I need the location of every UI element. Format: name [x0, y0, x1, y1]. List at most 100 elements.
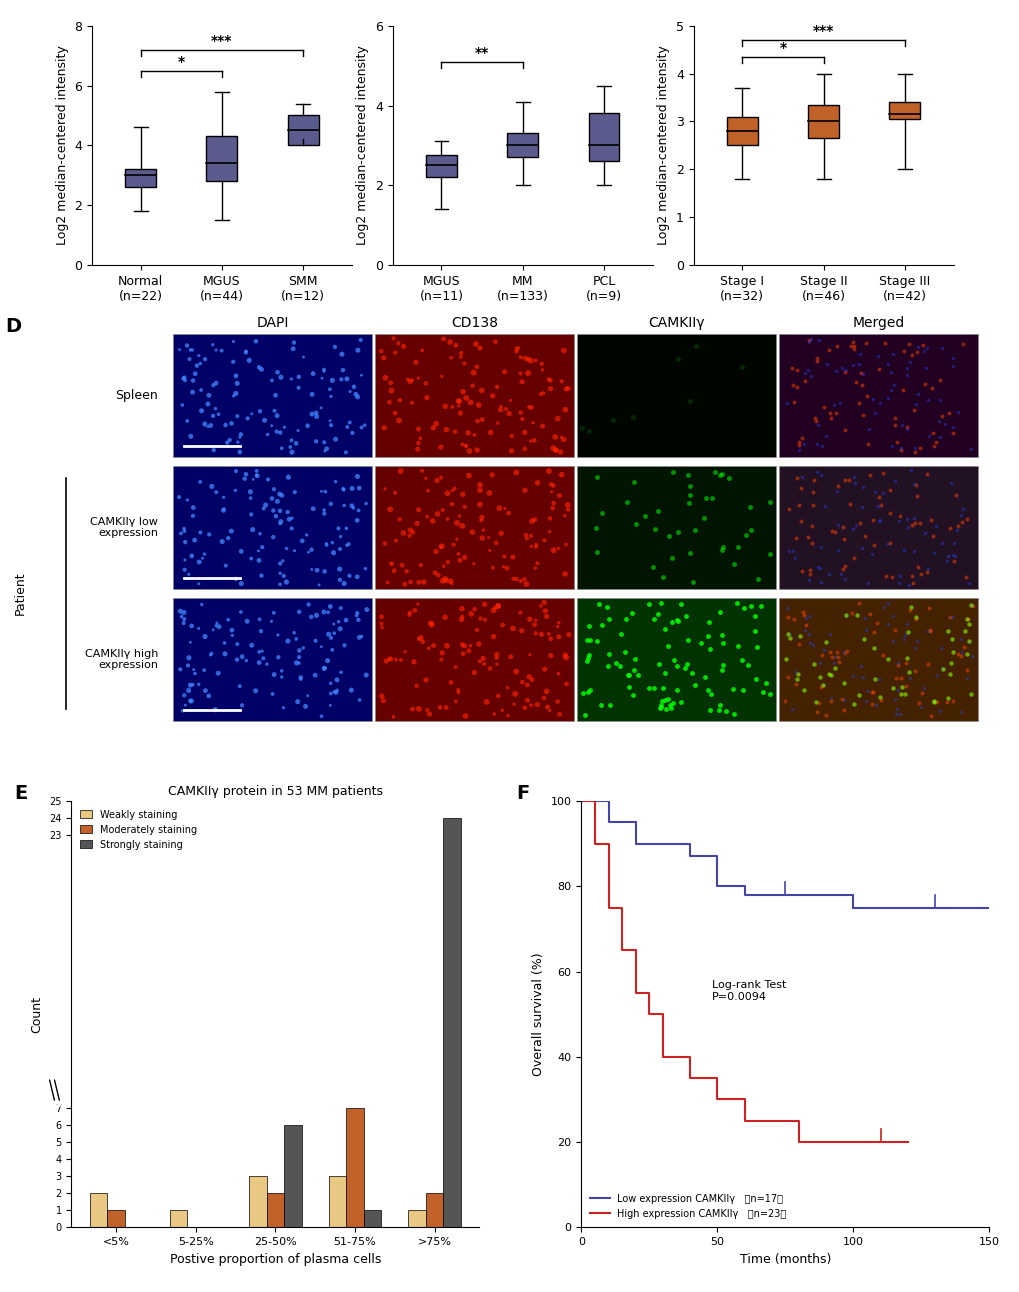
Point: [285, 623, 302, 643]
Point: [290, 602, 307, 623]
Bar: [90, 1194, 107, 1227]
Point: [465, 553, 481, 574]
Point: [954, 499, 970, 519]
Point: [900, 575, 916, 596]
Point: [558, 673, 575, 694]
Point: [519, 690, 535, 711]
Point: [520, 349, 536, 370]
Point: [906, 660, 922, 681]
Point: [427, 562, 443, 583]
Point: [264, 683, 280, 704]
Point: [624, 407, 640, 428]
Point: [284, 339, 301, 359]
Point: [272, 367, 288, 388]
Point: [826, 402, 843, 422]
Point: [898, 614, 914, 634]
Point: [860, 419, 876, 439]
Point: [825, 658, 842, 678]
Point: [551, 486, 568, 506]
Point: [866, 668, 882, 689]
Point: [176, 549, 193, 570]
Point: [911, 513, 927, 534]
Point: [273, 438, 289, 459]
Point: [528, 535, 544, 556]
Point: [438, 636, 454, 656]
Point: [942, 607, 958, 628]
Point: [527, 610, 543, 630]
Point: [392, 650, 409, 671]
Point: [350, 610, 366, 630]
Point: [507, 662, 524, 682]
Point: [906, 513, 922, 534]
Point: [502, 441, 519, 461]
Point: [496, 499, 513, 519]
Point: [227, 481, 244, 501]
Point: [514, 672, 530, 693]
Point: [301, 594, 317, 615]
Point: [392, 461, 409, 482]
Point: [489, 686, 505, 707]
Point: [553, 464, 570, 484]
Point: [850, 393, 866, 413]
Point: [184, 505, 201, 526]
Point: [289, 420, 306, 441]
Point: [853, 375, 869, 395]
Point: [538, 681, 554, 702]
Point: [265, 500, 281, 521]
Point: [248, 465, 264, 486]
Point: [488, 376, 504, 397]
Point: [892, 566, 908, 587]
Point: [400, 605, 417, 625]
Point: [519, 350, 535, 371]
Point: [656, 619, 673, 640]
Point: [475, 649, 491, 669]
Point: [962, 439, 978, 460]
Point: [810, 329, 826, 350]
Point: [826, 646, 843, 667]
Point: [377, 651, 393, 672]
Point: [186, 363, 203, 384]
Point: [435, 328, 451, 349]
Point: [574, 417, 590, 438]
Point: [654, 566, 671, 587]
Point: [457, 435, 473, 456]
Point: [536, 530, 552, 550]
Point: [921, 620, 937, 641]
Point: [507, 341, 524, 362]
Point: [942, 664, 958, 685]
Point: [845, 548, 861, 568]
Point: [401, 602, 418, 623]
Point: [835, 690, 851, 711]
Point: [275, 566, 291, 587]
Point: [801, 633, 817, 654]
Point: [396, 641, 413, 662]
Point: [649, 501, 665, 522]
Point: [450, 390, 467, 411]
Point: [327, 682, 343, 703]
Point: [472, 609, 488, 629]
Point: [390, 411, 407, 432]
Point: [527, 558, 543, 579]
Point: [854, 477, 870, 497]
Text: E: E: [14, 784, 28, 804]
Point: [948, 484, 964, 505]
Point: [249, 465, 265, 486]
Point: [887, 470, 903, 491]
Point: [523, 397, 539, 417]
Point: [544, 497, 560, 518]
Point: [172, 601, 189, 621]
Point: [699, 680, 715, 700]
Point: [940, 545, 956, 566]
Point: [899, 509, 915, 530]
Point: [487, 331, 503, 351]
Point: [843, 336, 859, 357]
Point: [556, 645, 573, 665]
Point: [386, 482, 403, 503]
Point: [853, 497, 869, 518]
Point: [782, 624, 798, 645]
Point: [820, 563, 837, 584]
Point: [176, 559, 193, 580]
Point: [348, 566, 365, 587]
Point: [476, 594, 492, 615]
Point: [439, 509, 455, 530]
